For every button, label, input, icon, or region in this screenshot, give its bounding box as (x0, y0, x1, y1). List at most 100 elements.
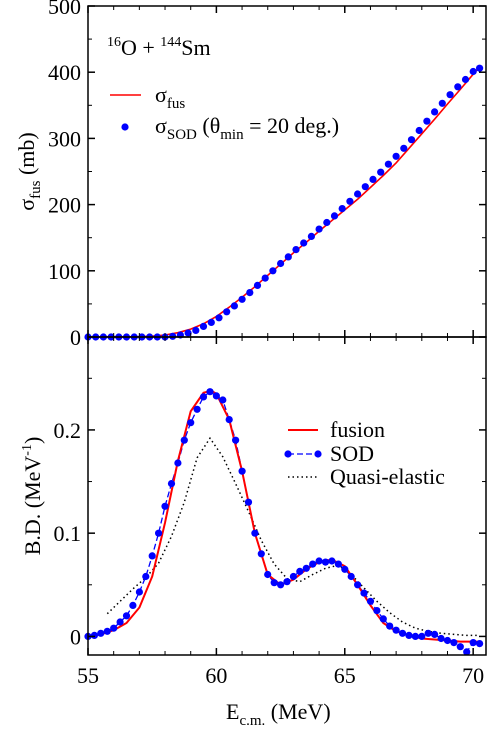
sod-point (341, 565, 349, 573)
top-ylabel-rest: (mb) (14, 132, 39, 180)
top-sod-point (253, 281, 262, 289)
sod-point (129, 601, 137, 610)
sod-point (225, 416, 233, 424)
sod-point (424, 629, 432, 637)
legend-fus-label: σfus (155, 82, 185, 112)
bottom-frame (87, 336, 487, 656)
sod-point (405, 631, 413, 640)
top-sod-point (238, 295, 246, 303)
top-sod-point (246, 289, 254, 297)
sod-point (302, 564, 310, 572)
sod-point (257, 550, 265, 558)
sod-point (174, 459, 182, 467)
sod-line (87, 390, 480, 653)
top-sod-point (454, 83, 462, 91)
sod-point (328, 557, 336, 565)
top-sod-point (338, 205, 346, 213)
top-sod-point (361, 183, 369, 191)
bottom-xlabel-rest: (MeV) (265, 699, 330, 724)
top-sod-point (431, 108, 439, 116)
top-sod-point (476, 64, 484, 72)
legend-sod-rest: (θ (197, 113, 220, 138)
top-sod-point (315, 225, 323, 233)
legend-sod-sub2: min (220, 127, 244, 143)
top-sod-point (392, 152, 400, 160)
legend-fusion-label: fusion (330, 417, 385, 442)
top-sod-point (192, 326, 200, 334)
top-sod-point (269, 267, 277, 275)
top-sod-point (207, 318, 215, 326)
sod-point (334, 560, 342, 568)
sod-point (469, 639, 477, 647)
sod-point (116, 618, 124, 626)
top-plot-area (84, 64, 484, 341)
sod-point (309, 560, 317, 568)
sod-point (206, 388, 214, 396)
top-ytick-label: 200 (48, 193, 81, 218)
bottom-xtick-label: 60 (205, 663, 227, 688)
sod-point (360, 589, 368, 597)
top-sod-point (407, 136, 416, 144)
top-sod-point (261, 274, 269, 282)
top-sod-point (415, 126, 423, 135)
sod-point (122, 612, 131, 620)
sod-point (392, 626, 400, 634)
legend-sod-label: SOD (330, 441, 374, 466)
top-sod-point (184, 329, 192, 337)
legend-sod-dot-right (314, 450, 322, 458)
top-sod-point (423, 117, 431, 125)
sod-point (283, 578, 291, 586)
top-sod-point (469, 67, 477, 76)
bottom-xlabel: Ec.m. (MeV) (226, 699, 331, 729)
sod-point (456, 643, 464, 651)
fusion-line (87, 389, 480, 643)
sod-point (167, 480, 176, 488)
legend-sod-rest2: = 20 deg.) (244, 113, 340, 138)
sod-point (315, 557, 323, 565)
top-sod-point (369, 175, 377, 183)
legend-fus-sub: fus (167, 96, 185, 112)
bottom-xtick-label: 70 (462, 663, 484, 688)
sod-point (277, 581, 285, 589)
top-sod-point (230, 302, 238, 310)
top-ylabel-main: σ (14, 199, 39, 211)
reaction-sm: Sm (181, 35, 210, 60)
legend-sod-label: σSOD (θmin = 20 deg.) (155, 113, 339, 143)
top-sod-point (300, 239, 308, 247)
sod-point (244, 498, 253, 506)
top-ytick-label: 400 (48, 60, 81, 85)
top-sod-point (330, 212, 339, 220)
sod-point (97, 629, 105, 637)
sod-point (431, 630, 439, 639)
top-sod-point (223, 308, 231, 316)
sod-point (366, 597, 375, 605)
sod-point (161, 502, 169, 510)
top-ytick-label: 300 (48, 126, 81, 151)
bottom-xlabel-sub: c.m. (239, 713, 265, 729)
sod-point (199, 393, 208, 401)
sod-point (193, 405, 201, 413)
sod-point (289, 572, 297, 581)
legend-sod-sub: SOD (167, 127, 197, 143)
reaction-label: 16O + 144Sm (107, 35, 211, 60)
reaction-o: O + (121, 35, 160, 60)
sod-point (264, 570, 272, 579)
sod-point (219, 396, 227, 404)
sod-point (418, 632, 426, 641)
top-sod-point (199, 322, 208, 330)
sod-point (373, 607, 381, 615)
reaction-sup2: 144 (160, 35, 181, 50)
legend-qe-label: Quasi-elastic (330, 464, 445, 489)
sod-point (232, 436, 240, 444)
sod-point (463, 648, 471, 656)
legend-fus-main: σ (155, 82, 167, 107)
bottom-ylabel-main: B.D. (MeV (20, 456, 45, 556)
sod-point (238, 467, 246, 475)
top-sod-point (446, 91, 454, 99)
top-sod-point (400, 144, 408, 152)
bottom-axes: 0 0.1 0.2 55 60 65 70 Ec.m. (MeV) B.D. (MeV-1) (20, 336, 487, 729)
